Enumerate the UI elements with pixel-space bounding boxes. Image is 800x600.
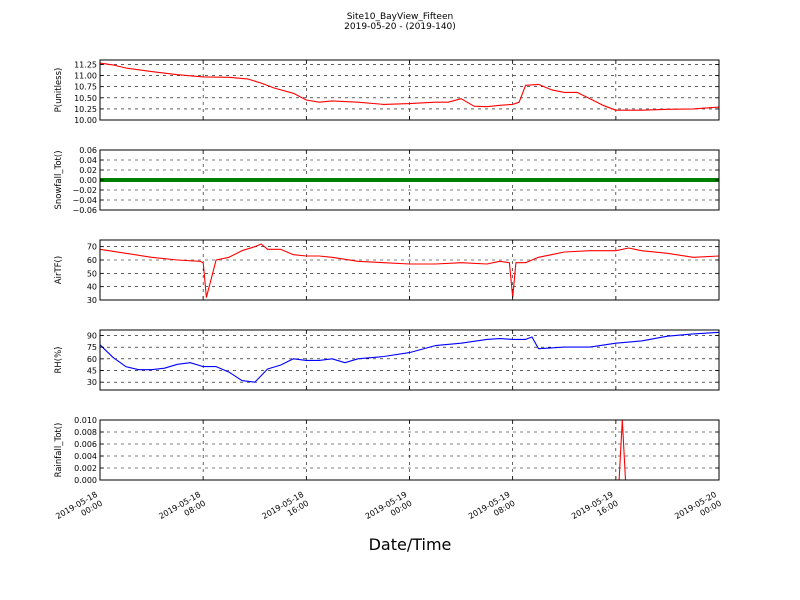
figure-title: Site10_BayView_Fifteen [347, 12, 453, 22]
y-tick-label: −0.02 [72, 186, 97, 195]
panel-p: 10.00 10.25 10.50 10.75 11.00 11.25 P(unitless… [54, 59, 720, 125]
y-tick-label: 60 [87, 355, 97, 364]
y-tick-label: 75 [87, 343, 97, 352]
y-tick-label: 60 [87, 256, 97, 265]
y-axis-label-snowfall: Snowfall_Tot() [54, 150, 64, 209]
y-tick-label: −0.04 [72, 196, 97, 205]
panel-airt: 30 40 50 60 70 AirTF() [54, 239, 720, 305]
series-line-airt [99, 243, 720, 298]
y-tick-label: 0.02 [79, 166, 97, 175]
y-tick-label: 45 [87, 367, 97, 376]
x-tick-label: 2019-05-1808:00 [157, 490, 207, 530]
y-tick-label: 10.75 [74, 83, 97, 92]
panels: 10.00 10.25 10.50 10.75 11.00 11.25 P(unitless… [54, 59, 723, 530]
y-tick-label: −0.06 [72, 206, 97, 215]
series-line-p [99, 62, 720, 111]
panel-rainfall: 0.000 0.002 0.004 0.006 0.008 0.010 Rainfall_T… [54, 416, 720, 485]
x-tick-label: 2019-05-1800:00 [54, 490, 104, 530]
y-tick-label: 90 [87, 331, 97, 340]
y-tick-label: 30 [87, 378, 97, 387]
y-tick-label: 0.04 [79, 156, 97, 165]
x-tick-label: 2019-05-1908:00 [467, 490, 517, 530]
y-tick-label: 40 [87, 283, 97, 292]
y-tick-label: 10.50 [74, 94, 97, 103]
y-tick-label: 11.00 [74, 72, 97, 81]
x-tick-label: 2019-05-1900:00 [364, 490, 414, 530]
figure-subtitle: 2019-05-20 - (2019-140) [344, 22, 456, 32]
x-axis-label: Date/Time [369, 535, 452, 554]
y-tick-label: 50 [87, 269, 97, 278]
y-axis-label-p: P(unitless) [54, 68, 64, 113]
y-axis-label-rainfall: Rainfall_Tot() [54, 423, 64, 478]
y-tick-label: 0.004 [74, 452, 97, 461]
y-tick-label: 70 [87, 243, 97, 252]
y-tick-label: 0.006 [74, 440, 97, 449]
y-tick-label: 0.06 [79, 146, 97, 155]
y-tick-label: 0.00 [79, 176, 97, 185]
y-tick-label: 0.000 [74, 476, 97, 485]
y-tick-label: 11.25 [74, 60, 97, 69]
y-axis-label-airt: AirTF() [54, 256, 64, 284]
y-tick-label: 0.002 [74, 464, 97, 473]
y-tick-label: 10.00 [74, 116, 97, 125]
series-line-rh [99, 331, 720, 383]
x-tick-label: 2019-05-1816:00 [261, 490, 311, 530]
x-tick-label: 2019-05-2000:00 [673, 490, 723, 530]
y-tick-label: 0.008 [74, 428, 97, 437]
y-tick-label: 10.25 [74, 105, 97, 114]
y-axis-label-rh: RH(%) [54, 346, 64, 373]
y-tick-label: 30 [87, 296, 97, 305]
y-tick-label: 0.010 [74, 416, 97, 425]
panel-rh: 30 45 60 75 90 RH(%) [54, 329, 720, 391]
panel-snowfall: −0.06−0.04−0.020.000.020.040.06 Snowfall_… [54, 146, 720, 215]
x-tick-label: 2019-05-1916:00 [570, 490, 620, 530]
